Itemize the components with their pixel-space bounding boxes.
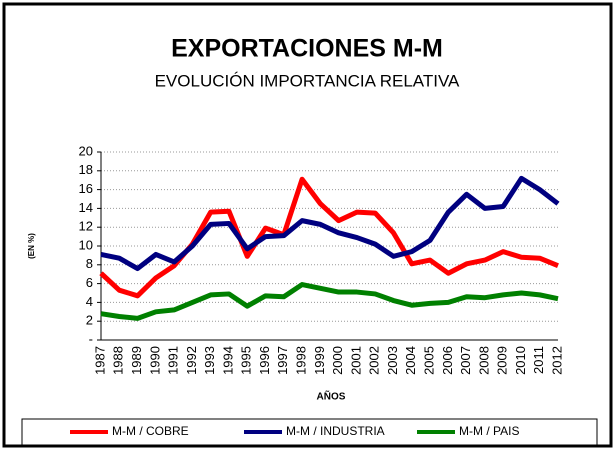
x-tick-label: 2001	[348, 346, 363, 375]
chart-subtitle: EVOLUCIÓN IMPORTANCIA RELATIVA	[155, 71, 460, 90]
legend-label: M-M / COBRE	[112, 424, 189, 438]
x-tick-label: 1993	[202, 346, 217, 375]
chart-title: EXPORTACIONES M-M	[171, 35, 443, 63]
x-tick-label: 2011	[531, 346, 546, 374]
x-tick-label: 1990	[147, 346, 162, 375]
y-axis-label: (EN %)	[27, 233, 36, 259]
x-tick-label: 1991	[166, 346, 181, 375]
y-tick-label: 10	[79, 237, 93, 252]
x-tick-label: 2004	[403, 346, 418, 375]
legend-box	[21, 418, 598, 446]
x-tick-label: 1989	[129, 346, 144, 375]
x-tick-label: 1994	[220, 346, 235, 375]
y-tick-label: 6	[86, 275, 93, 290]
x-tick-label: 1992	[184, 346, 199, 375]
y-tick-label: 4	[86, 294, 93, 309]
x-tick-label: 2003	[385, 346, 400, 375]
x-tick-label: 2008	[476, 346, 491, 375]
x-tick-label: 1996	[257, 346, 272, 375]
legend-label: M-M / INDUSTRIA	[286, 424, 385, 438]
legend-label: M-M / PAIS	[459, 424, 519, 438]
x-tick-label: 2012	[549, 346, 564, 375]
y-tick-label: 16	[79, 181, 93, 196]
x-tick-label: 2000	[330, 346, 345, 375]
y-tick-label: -	[89, 331, 93, 346]
x-axis-label: AÑOS	[317, 390, 346, 403]
x-tick-label: 1998	[294, 346, 309, 375]
x-tick-label: 2006	[440, 346, 455, 375]
x-tick-label: 1997	[275, 346, 290, 375]
x-tick-label: 2007	[458, 346, 473, 375]
x-tick-label: 1988	[111, 346, 126, 375]
x-tick-label: 1995	[239, 346, 254, 375]
y-tick-label: 12	[79, 219, 93, 234]
y-tick-label: 18	[79, 162, 93, 177]
y-tick-label: 14	[79, 200, 93, 215]
x-tick-label: 2009	[495, 346, 510, 375]
x-tick-label: 1999	[312, 346, 327, 375]
y-tick-label: 20	[79, 143, 93, 158]
x-tick-label: 2010	[513, 346, 528, 375]
x-tick-label: 2005	[421, 346, 436, 375]
y-tick-label: 8	[86, 256, 93, 271]
series-line	[100, 175, 560, 272]
x-tick-label: 1987	[92, 346, 107, 375]
x-tick-label: 2002	[367, 346, 382, 375]
y-tick-label: 2	[86, 313, 93, 328]
series-line	[100, 282, 559, 321]
